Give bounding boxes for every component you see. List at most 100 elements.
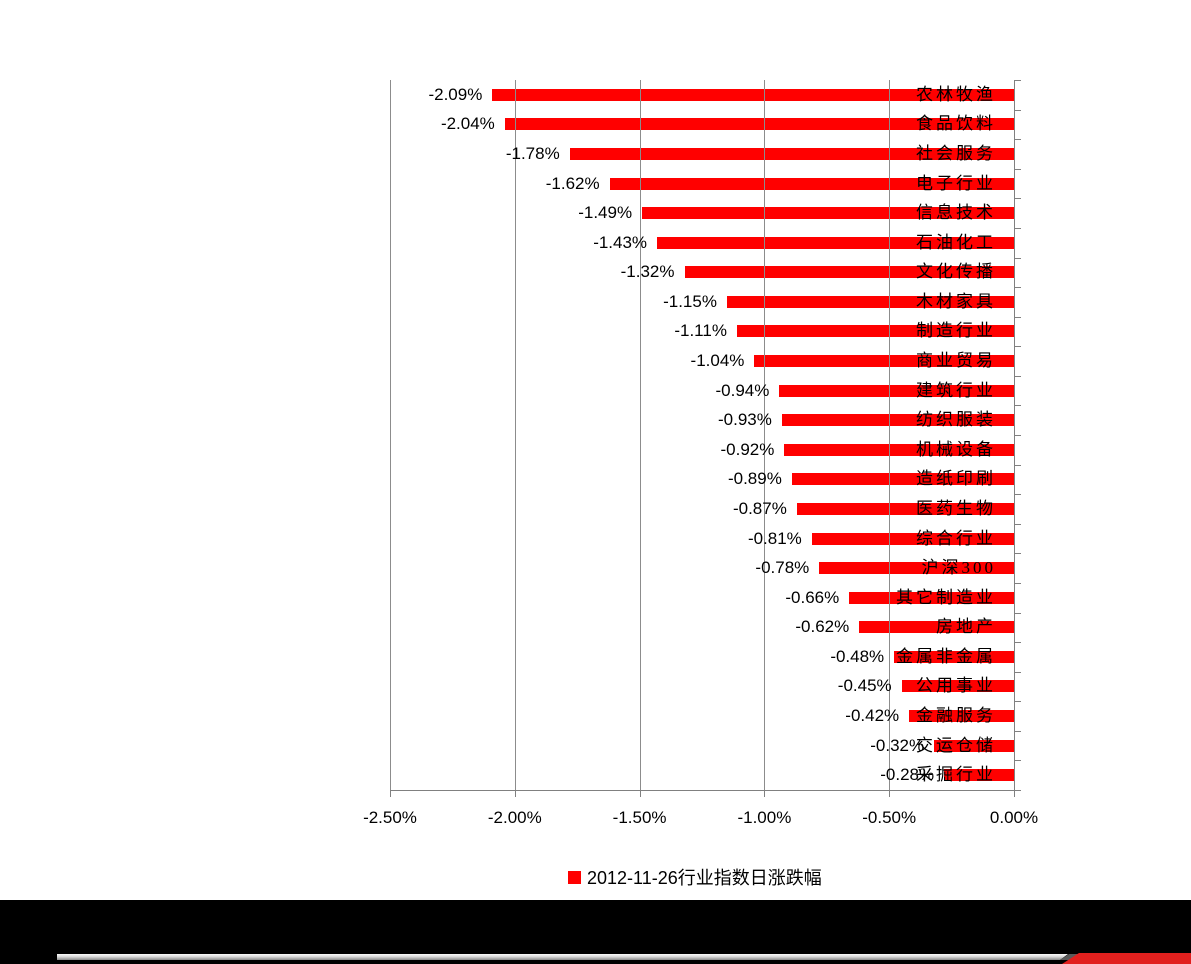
x-axis-line	[390, 790, 1015, 791]
x-axis-tick	[514, 790, 516, 797]
bar	[779, 384, 1014, 397]
bar-value-label: -0.94%	[715, 380, 770, 400]
category-label: 金属非金属	[896, 646, 996, 666]
x-axis-label: -1.00%	[737, 808, 792, 827]
bar	[894, 650, 1014, 663]
bar-value-label: -2.09%	[428, 84, 483, 104]
bar	[736, 325, 1014, 338]
footer-red-accent	[1062, 953, 1191, 964]
category-label: 医药生物	[916, 498, 996, 518]
footer-silver-cap	[1060, 954, 1079, 960]
x-axis-tick	[1014, 790, 1015, 797]
bar	[849, 591, 1014, 604]
bar	[684, 266, 1014, 279]
category-label: 交运仓储	[916, 735, 996, 755]
bar	[934, 739, 1014, 752]
bar-value-label: -1.43%	[593, 232, 648, 252]
category-label: 电子行业	[916, 173, 996, 193]
category-label: 制造行业	[916, 321, 996, 341]
bar-value-label: -1.62%	[545, 173, 600, 193]
bar	[642, 207, 1014, 220]
footer-band	[0, 900, 1191, 964]
bar-value-label: -0.92%	[720, 439, 775, 459]
bar-value-label: -0.48%	[830, 646, 885, 666]
bar	[944, 769, 1014, 782]
category-axis-tick	[1014, 582, 1021, 584]
x-axis-label: -0.50%	[862, 808, 917, 827]
category-label: 其它制造业	[896, 587, 996, 607]
x-axis-label: -2.00%	[487, 808, 542, 827]
bar	[726, 295, 1014, 308]
category-label: 商业贸易	[916, 351, 996, 371]
bar	[569, 147, 1014, 160]
gridline	[889, 80, 891, 790]
category-label: 综合行业	[916, 528, 996, 548]
category-axis-tick	[1014, 287, 1021, 289]
category-label: 纺织服装	[916, 410, 996, 430]
category-axis-tick	[1014, 671, 1021, 673]
bar	[859, 621, 1014, 634]
gridline	[514, 80, 516, 790]
x-axis-label: -2.50%	[363, 808, 417, 827]
category-axis-tick	[1014, 464, 1021, 466]
category-label: 公用事业	[916, 676, 996, 696]
category-label: 机械设备	[916, 439, 996, 459]
bar	[909, 710, 1014, 723]
plot-area: -2.09% 农林牧渔 -2.04% 食品饮料 -1.78% 社会服务 -1.62% 电子行业…	[340, 56, 1061, 900]
category-axis-tick	[1014, 257, 1021, 259]
bar	[811, 532, 1014, 545]
bar-value-label: -0.81%	[747, 528, 802, 548]
bar-value-label: -1.78%	[505, 143, 560, 163]
x-axis-tick	[889, 790, 891, 797]
category-axis-tick	[1014, 80, 1021, 81]
bar-value-label: -1.04%	[690, 351, 745, 371]
legend-label: 2012-11-26行业指数日涨跌幅	[587, 868, 822, 888]
category-axis-tick	[1014, 168, 1021, 170]
bar-value-label: -0.93%	[717, 410, 772, 430]
bar	[901, 680, 1014, 693]
category-axis-tick	[1014, 375, 1021, 377]
category-axis-tick	[1014, 316, 1021, 318]
bar-value-label: -0.78%	[755, 558, 810, 578]
bar-value-label: -0.89%	[727, 469, 782, 489]
bar	[657, 236, 1014, 249]
category-axis-tick	[1014, 227, 1021, 229]
category-axis-tick	[1014, 553, 1021, 555]
bar-value-label: -2.04%	[440, 114, 495, 134]
category-label: 信息技术	[916, 203, 996, 223]
x-axis-tick	[390, 790, 391, 797]
gridline	[764, 80, 766, 790]
bar	[791, 473, 1014, 486]
category-axis-tick	[1014, 730, 1021, 732]
gridline	[390, 80, 391, 790]
category-axis-tick	[1014, 701, 1021, 703]
bar-value-label: -0.28%	[880, 765, 935, 785]
bar	[492, 88, 1014, 101]
category-axis-tick	[1014, 494, 1021, 496]
category-label: 采掘行业	[916, 765, 996, 785]
category-axis-tick	[1014, 109, 1021, 111]
bar	[819, 562, 1014, 575]
chart-legend: 2012-11-26行业指数日涨跌幅	[568, 864, 822, 890]
x-axis-label: 0.00%	[989, 808, 1039, 827]
bar-value-label: -1.49%	[578, 203, 633, 223]
gridline	[639, 80, 641, 790]
industry-change-bar-chart: -2.09% 农林牧渔 -2.04% 食品饮料 -1.78% 社会服务 -1.62% 电子行业…	[340, 56, 1061, 900]
bar	[504, 118, 1014, 131]
category-axis-tick	[1014, 612, 1021, 614]
category-label: 木材家具	[916, 291, 996, 311]
category-axis-tick	[1014, 642, 1021, 644]
category-axis-tick	[1014, 435, 1021, 436]
category-axis-tick	[1014, 523, 1021, 525]
bar	[609, 177, 1014, 190]
category-label: 社会服务	[916, 143, 996, 163]
bar-value-label: -0.42%	[845, 706, 900, 726]
bar-value-label: -0.87%	[732, 498, 787, 518]
category-axis-tick	[1014, 346, 1021, 348]
bar-value-label: -0.66%	[785, 587, 840, 607]
bar-value-label: -0.45%	[837, 676, 892, 696]
legend-red-square-icon	[568, 870, 581, 884]
bar-value-label: -0.32%	[870, 735, 925, 755]
bar	[781, 414, 1014, 427]
